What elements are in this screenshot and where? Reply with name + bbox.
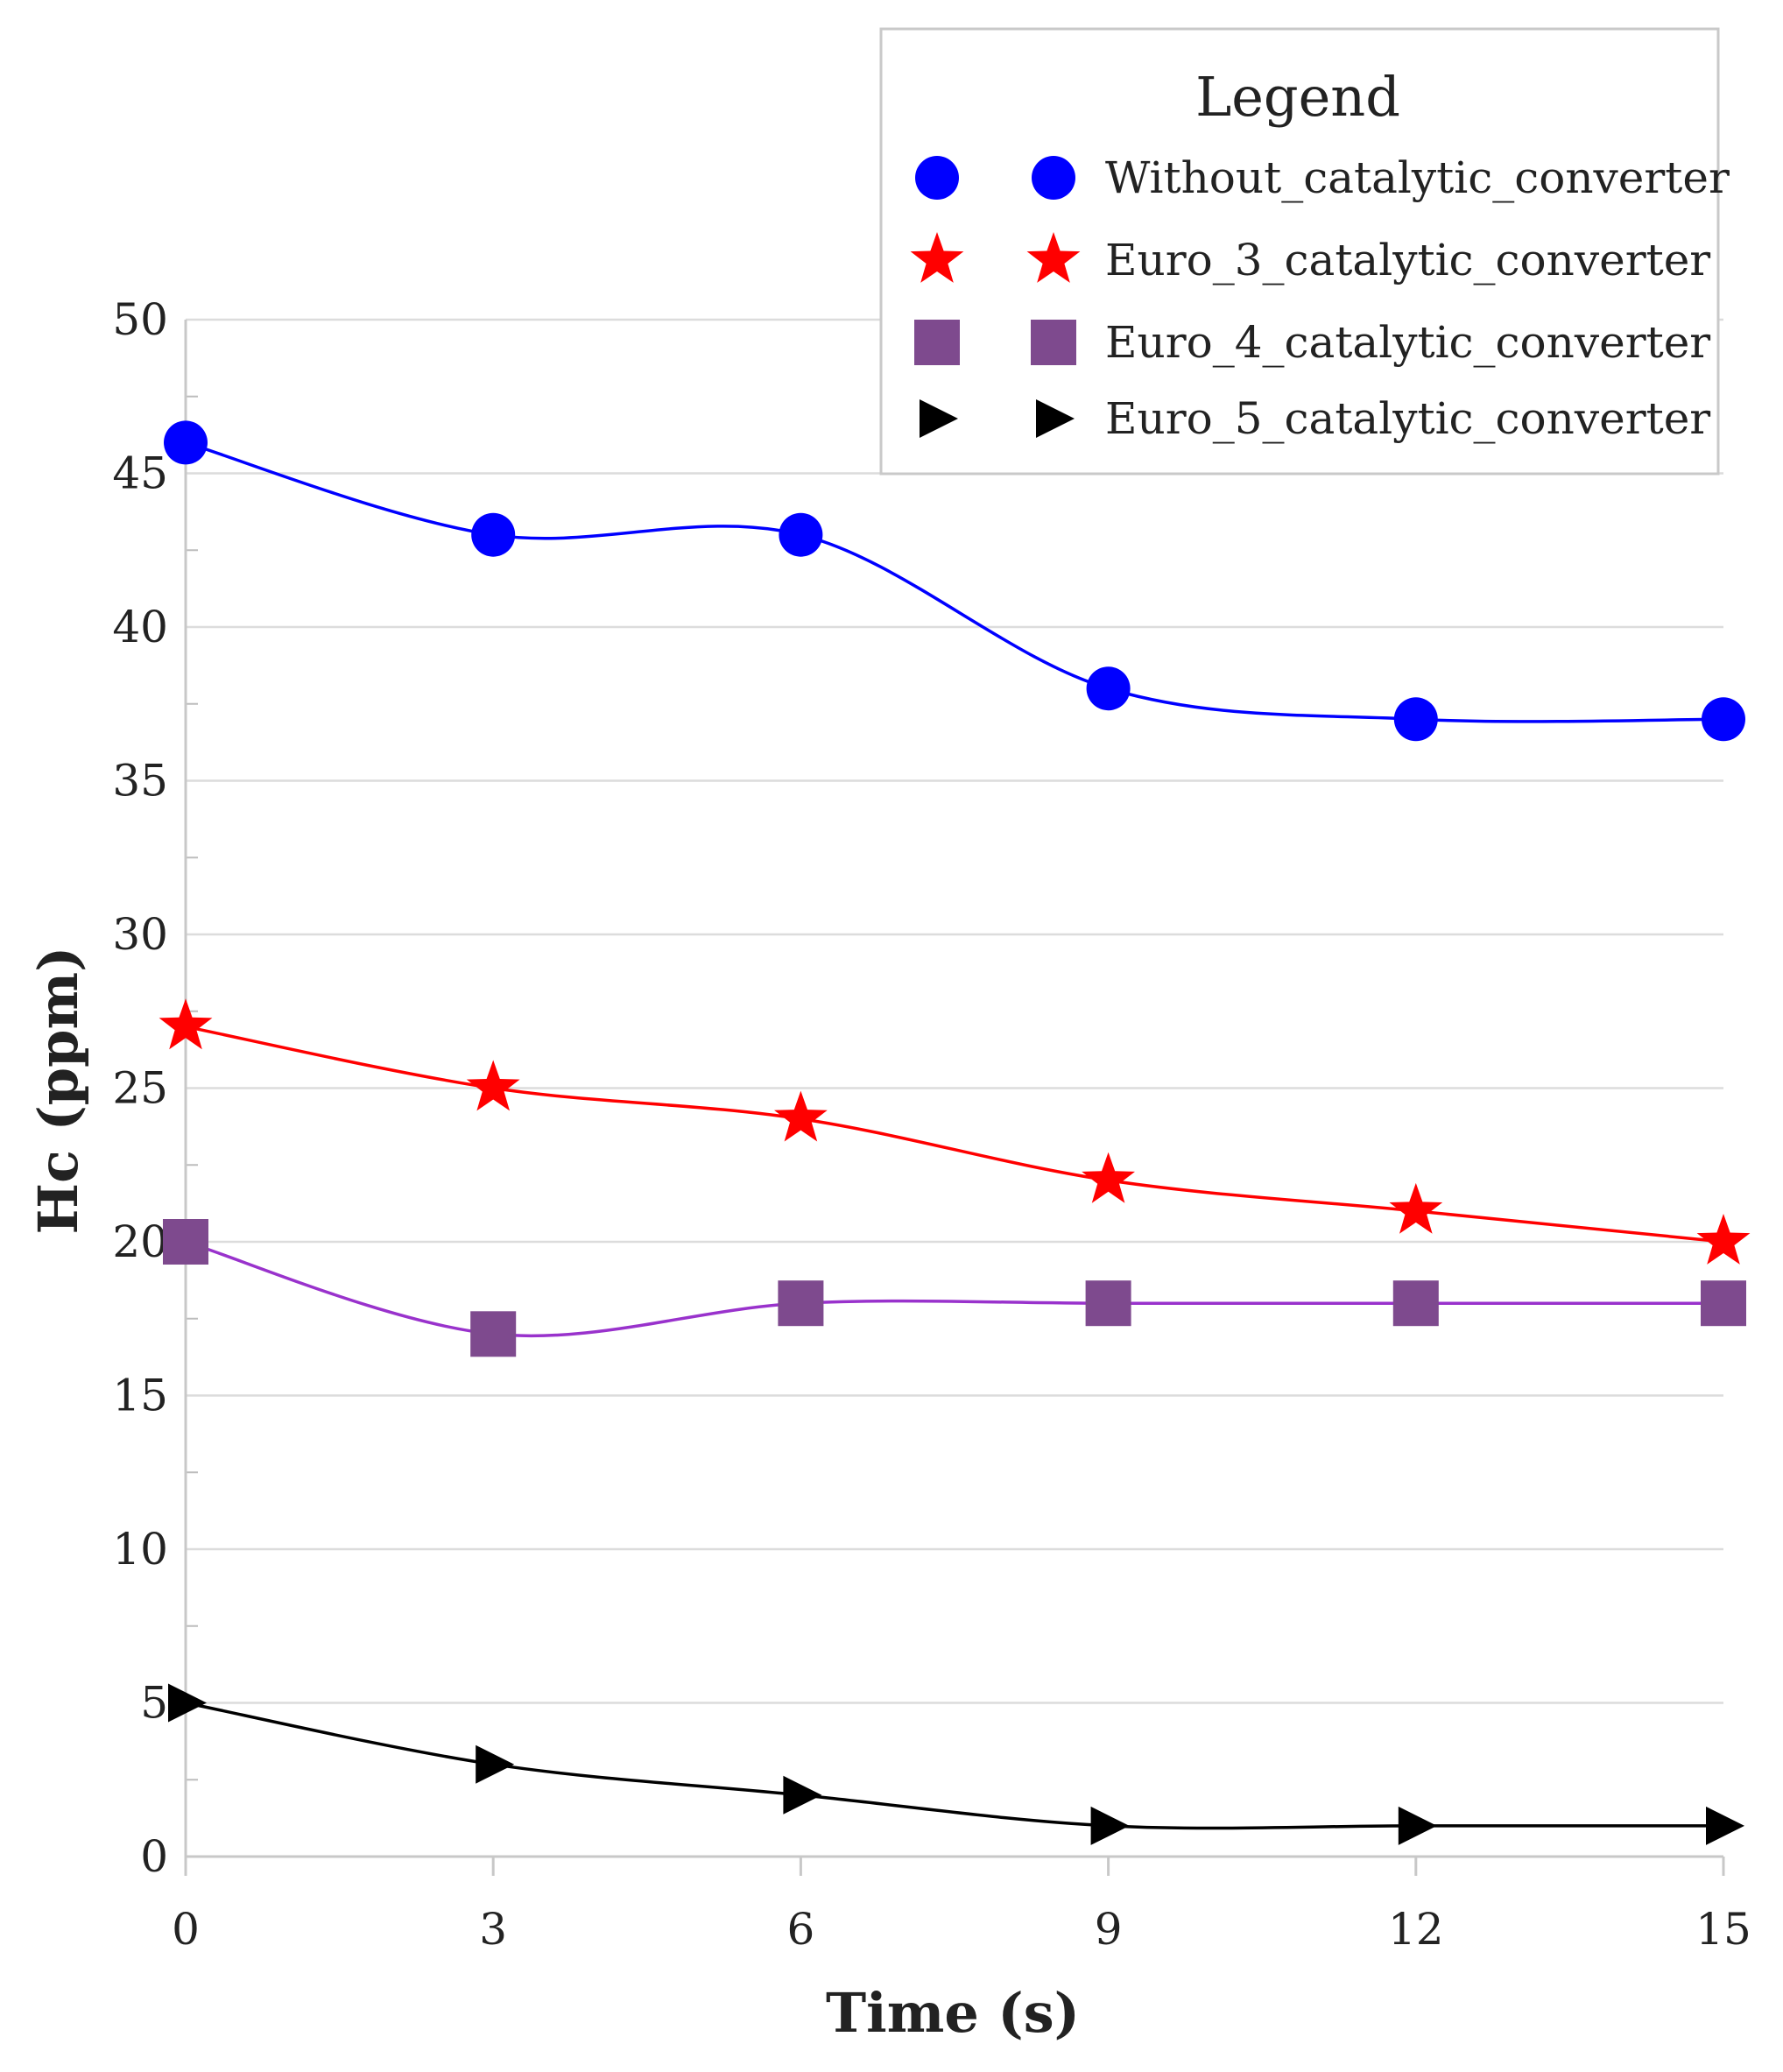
legend-marker-Euro_4_catalytic_converter: [1031, 320, 1076, 365]
y-tick-label-20: 20: [112, 1216, 168, 1267]
y-tick-label-50: 50: [112, 294, 168, 345]
data-point-Euro_5_catalytic_converter-x15: [1706, 1806, 1744, 1845]
y-axis-title: Hc (ppm): [26, 947, 90, 1235]
y-tick-label-15: 15: [112, 1371, 168, 1421]
series-Euro_3_catalytic_converter: [159, 998, 1751, 1265]
data-point-Euro_5_catalytic_converter-x12: [1398, 1806, 1437, 1845]
data-point-Euro_5_catalytic_converter-x3: [476, 1744, 515, 1784]
x-tick-label-3: 3: [479, 1904, 507, 1955]
data-point-Euro_4_catalytic_converter-x3: [470, 1311, 517, 1357]
y-tick-label-40: 40: [112, 602, 168, 652]
legend-item-Without_catalytic_converter: Without_catalytic_converter: [915, 152, 1730, 203]
data-point-Euro_5_catalytic_converter-x9: [1090, 1806, 1130, 1845]
legend-items: Without_catalytic_converter Euro_3_cataly…: [910, 152, 1730, 444]
data-point-Euro_3_catalytic_converter-x15: [1696, 1214, 1751, 1265]
legend-label-Euro_5_catalytic_converter: Euro_5_catalytic_converter: [1105, 393, 1710, 444]
data-point-Euro_3_catalytic_converter-x9: [1082, 1152, 1135, 1203]
data-point-Euro_5_catalytic_converter-x6: [783, 1775, 822, 1815]
series-line-Euro_4_catalytic_converter: [185, 1240, 1723, 1338]
data-point-Without_catalytic_converter-x3: [471, 512, 516, 557]
legend-title: Legend: [1195, 65, 1400, 129]
y-tick-label-35: 35: [112, 756, 168, 807]
y-tick-label-25: 25: [112, 1063, 168, 1114]
legend-marker-Euro_3_catalytic_converter: [1026, 232, 1081, 283]
legend-item-Euro_4_catalytic_converter: Euro_4_catalytic_converter: [914, 317, 1710, 368]
data-point-Euro_3_catalytic_converter-x0: [159, 998, 213, 1050]
data-point-Euro_3_catalytic_converter-x6: [774, 1090, 828, 1142]
series-line-Euro_5_catalytic_converter: [185, 1701, 1723, 1830]
x-tick-label-6: 6: [786, 1904, 814, 1955]
data-point-Without_catalytic_converter-x6: [779, 512, 823, 557]
data-point-Euro_4_catalytic_converter-x6: [778, 1280, 824, 1327]
legend-label-Euro_3_catalytic_converter: Euro_3_catalytic_converter: [1105, 235, 1710, 285]
legend-marker-Euro_5_catalytic_converter: [920, 399, 958, 438]
axes: [184, 320, 1725, 1876]
x-tick-label-12: 12: [1388, 1904, 1444, 1955]
x-tick-label-0: 0: [172, 1904, 200, 1955]
series-Without_catalytic_converter: [164, 420, 1745, 742]
legend-marker-Euro_4_catalytic_converter: [914, 320, 960, 365]
data-point-Euro_3_catalytic_converter-x3: [466, 1060, 520, 1111]
y-tick-label-30: 30: [112, 909, 168, 960]
y-tick-label-5: 5: [140, 1678, 168, 1729]
legend-box: [879, 27, 1720, 476]
y-tick-label-45: 45: [112, 448, 168, 499]
data-point-Euro_4_catalytic_converter-x12: [1392, 1280, 1439, 1327]
data-point-Euro_4_catalytic_converter-x0: [163, 1219, 208, 1265]
data-point-Without_catalytic_converter-x9: [1086, 666, 1131, 711]
x-tick-label-15: 15: [1695, 1904, 1751, 1955]
x-axis-title: Time (s): [826, 1981, 1080, 2045]
data-series: [159, 420, 1751, 1845]
legend-marker-Euro_5_catalytic_converter: [1036, 399, 1075, 438]
legend-label-Euro_4_catalytic_converter: Euro_4_catalytic_converter: [1105, 317, 1710, 368]
legend-item-Euro_3_catalytic_converter: Euro_3_catalytic_converter: [910, 232, 1710, 285]
data-point-Euro_4_catalytic_converter-x15: [1701, 1280, 1746, 1327]
data-point-Without_catalytic_converter-x12: [1393, 697, 1438, 742]
y-tick-label-0: 0: [140, 1831, 168, 1882]
x-tick-label-9: 9: [1095, 1904, 1123, 1955]
data-point-Euro_4_catalytic_converter-x9: [1085, 1280, 1131, 1327]
legend-marker-Without_catalytic_converter: [1032, 156, 1075, 200]
series-Euro_5_catalytic_converter: [168, 1683, 1744, 1845]
legend-item-Euro_5_catalytic_converter: Euro_5_catalytic_converter: [920, 393, 1710, 444]
y-tick-label-10: 10: [112, 1524, 168, 1575]
tick-labels: 0 5 10 15 20 25 30 35 40 45 50 0 3 6 9 12 15: [112, 294, 1751, 1955]
data-point-Without_catalytic_converter-x0: [164, 420, 208, 465]
data-point-Euro_3_catalytic_converter-x12: [1389, 1182, 1443, 1234]
legend-label-Without_catalytic_converter: Without_catalytic_converter: [1105, 152, 1730, 203]
series-Euro_4_catalytic_converter: [163, 1219, 1746, 1357]
legend-marker-Without_catalytic_converter: [915, 156, 959, 200]
series-line-Without_catalytic_converter: [185, 440, 1724, 723]
series-line-Euro_3_catalytic_converter: [185, 1025, 1724, 1244]
data-point-Euro_5_catalytic_converter-x0: [168, 1683, 207, 1723]
legend: Legend Without_catalytic_converter Euro_3…: [879, 27, 1730, 476]
grid-lines: [186, 318, 1723, 1704]
legend-marker-Euro_3_catalytic_converter: [910, 232, 964, 283]
data-point-Without_catalytic_converter-x15: [1702, 697, 1745, 742]
